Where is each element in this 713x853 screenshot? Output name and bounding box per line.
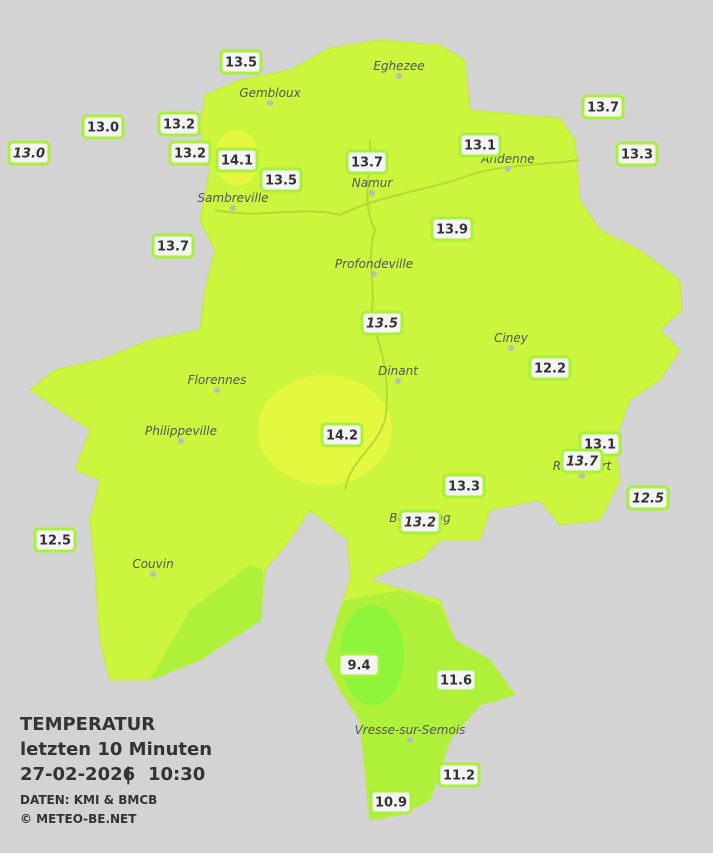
station-value: 13.7 <box>566 455 599 470</box>
city-name: Dinant <box>378 364 419 378</box>
legend-source: DATEN: KMI & BMCB <box>20 793 157 807</box>
city-dot <box>579 473 585 479</box>
station-box <box>7 140 51 166</box>
station-value: 11.2 <box>443 769 475 784</box>
station-value: 13.3 <box>448 480 480 495</box>
station-value: 13.5 <box>225 56 257 71</box>
station-box <box>157 111 201 137</box>
city-name: Eghezee <box>373 59 424 73</box>
station-value: 13.0 <box>87 121 119 136</box>
legend-subtitle: letzten 10 Minuten <box>20 739 212 760</box>
cool-zone <box>150 565 263 680</box>
legend-copyright: © METEO-BE.NET <box>20 812 137 826</box>
station-value: 13.7 <box>587 101 619 116</box>
station-box <box>442 473 486 499</box>
station-value: 13.2 <box>404 516 436 531</box>
city-dot <box>508 345 514 351</box>
station-box <box>437 762 481 788</box>
city-name: Sambreville <box>197 191 268 205</box>
city-dot <box>267 100 273 106</box>
city-name: Ciney <box>494 331 529 345</box>
station-box <box>81 114 125 140</box>
station-box <box>33 527 77 553</box>
station-box <box>168 140 212 166</box>
station-box <box>259 167 303 193</box>
stations: 13.5 13.0 13.2 13.0 13.2 14.1 13.5 13.7 13.1 13.7… <box>7 49 670 815</box>
station-value: 13.2 <box>174 147 206 162</box>
city-name: Profondeville <box>335 257 413 271</box>
station-value: 12.5 <box>632 492 664 507</box>
station-value: 13.5 <box>265 174 297 189</box>
legend-title: TEMPERATUR <box>20 714 155 735</box>
station-value: 13.7 <box>157 240 189 255</box>
station-value: 14.2 <box>326 429 358 444</box>
city-dot <box>505 166 511 172</box>
station-box <box>398 509 442 535</box>
city-name: Gembloux <box>239 86 301 100</box>
station-box <box>581 94 625 120</box>
city-name: Couvin <box>132 557 173 571</box>
station-box <box>434 667 478 693</box>
station-value: 11.6 <box>440 674 472 689</box>
city-dot <box>371 271 377 277</box>
legend-separator: | <box>125 764 132 785</box>
station-box <box>151 233 195 259</box>
river <box>214 159 581 217</box>
city-name: Namur <box>352 176 394 190</box>
station-box <box>369 789 413 815</box>
station-box <box>320 422 364 448</box>
city-dot <box>396 73 402 79</box>
station-box <box>360 310 404 336</box>
city-dot <box>407 737 413 743</box>
city-name: Vresse-sur-Semois <box>355 723 466 737</box>
city-dot <box>369 190 375 196</box>
station-value: 13.1 <box>464 139 496 154</box>
station-box <box>626 485 670 511</box>
station-box <box>219 49 263 75</box>
station-box <box>615 141 659 167</box>
station-value: 12.2 <box>534 362 566 377</box>
station-value: 13.9 <box>436 223 468 238</box>
station-value: 13.7 <box>351 156 383 171</box>
station-box <box>560 448 604 474</box>
station-value: 14.1 <box>221 154 253 169</box>
city-dot <box>150 571 156 577</box>
station-value: 13.2 <box>163 118 195 133</box>
legend-time: 10:30 <box>148 764 205 785</box>
city-dot <box>178 438 184 444</box>
station-box <box>458 132 502 158</box>
station-value: 13.0 <box>13 147 45 162</box>
station-box <box>528 355 572 381</box>
station-box <box>345 149 389 175</box>
city-dot <box>214 387 220 393</box>
city-name: Florennes <box>188 373 247 387</box>
station-value: 12.5 <box>39 534 71 549</box>
city-name: Philippeville <box>145 424 217 438</box>
station-box <box>337 652 381 678</box>
legend-date: 27-02-2026 <box>20 764 135 785</box>
station-box <box>430 216 474 242</box>
station-value: 13.3 <box>621 148 653 163</box>
city-dot <box>395 378 401 384</box>
station-value: 9.4 <box>347 659 370 674</box>
station-value: 13.5 <box>366 317 398 332</box>
city-dot <box>230 205 236 211</box>
station-value: 10.9 <box>375 796 407 811</box>
station-box <box>215 147 259 173</box>
